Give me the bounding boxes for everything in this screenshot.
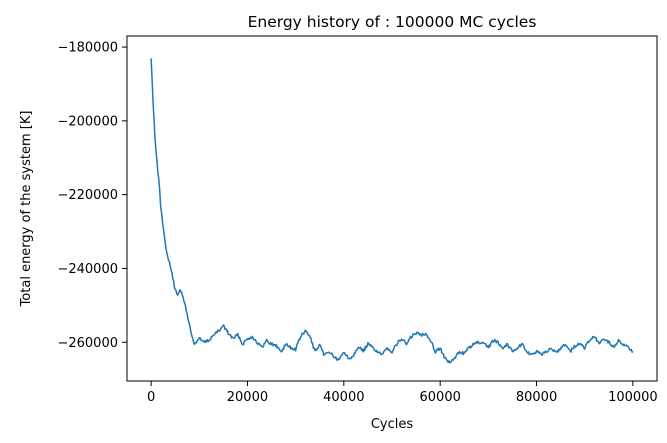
chart-title: Energy history of : 100000 MC cycles xyxy=(248,13,537,31)
y-tick-label: −200000 xyxy=(57,114,118,129)
energy-series-line xyxy=(150,58,634,364)
y-tick-label: −220000 xyxy=(57,188,118,203)
x-tick-label: 0 xyxy=(147,390,155,405)
y-tick-label: −240000 xyxy=(57,262,118,277)
x-axis-label: Cycles xyxy=(371,417,414,432)
x-axis: 0 20000 40000 60000 80000 100000 xyxy=(147,381,658,405)
x-tick-label: 40000 xyxy=(323,390,364,405)
x-tick-label: 80000 xyxy=(516,390,557,405)
y-tick-label: −180000 xyxy=(57,41,118,56)
x-tick-label: 100000 xyxy=(608,390,658,405)
y-tick-label: −260000 xyxy=(57,336,118,351)
series-layer xyxy=(150,58,634,364)
axes-frame xyxy=(126,35,658,382)
x-tick-label: 20000 xyxy=(227,390,268,405)
x-tick-label: 60000 xyxy=(420,390,461,405)
y-axis: −180000 −200000 −220000 −240000 −260000 xyxy=(57,41,127,351)
y-axis-label: Total energy of the system [K] xyxy=(19,111,34,308)
